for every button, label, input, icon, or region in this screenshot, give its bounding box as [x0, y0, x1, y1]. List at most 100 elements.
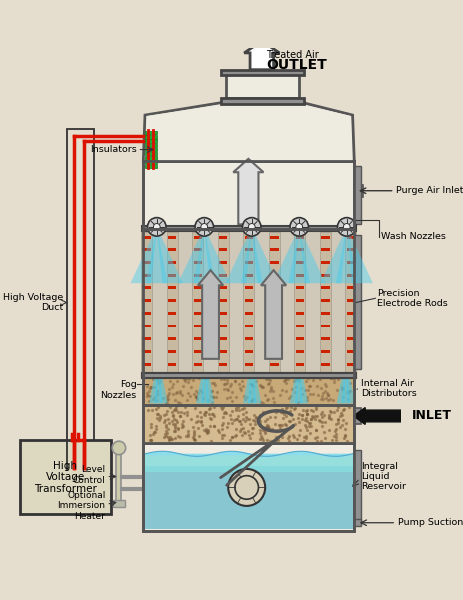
Point	[221, 379, 229, 388]
Polygon shape	[252, 376, 261, 403]
Bar	[270, 299, 279, 302]
Point	[326, 394, 334, 404]
Point	[276, 391, 284, 400]
Polygon shape	[196, 376, 205, 403]
Point	[319, 417, 326, 427]
Point	[184, 377, 192, 387]
Bar	[142, 373, 356, 378]
Point	[174, 431, 181, 441]
Point	[168, 407, 175, 417]
Point	[303, 392, 310, 401]
Point	[152, 404, 159, 414]
Point	[214, 425, 221, 435]
Polygon shape	[201, 376, 210, 403]
Point	[197, 412, 205, 422]
Point	[232, 405, 239, 415]
Point	[279, 385, 286, 394]
Bar	[219, 350, 227, 353]
Point	[239, 381, 246, 391]
Point	[160, 417, 167, 427]
Point	[189, 376, 197, 385]
Point	[147, 430, 154, 439]
Point	[311, 433, 319, 443]
Bar	[143, 350, 151, 353]
Point	[279, 404, 286, 414]
Point	[272, 432, 280, 442]
Point	[301, 385, 308, 394]
Text: INLET: INLET	[412, 409, 451, 422]
Point	[338, 410, 345, 419]
Point	[227, 379, 235, 389]
Point	[343, 436, 350, 446]
Point	[263, 414, 271, 424]
Point	[232, 431, 240, 440]
Polygon shape	[206, 376, 214, 403]
Point	[319, 391, 326, 401]
Point	[272, 412, 279, 422]
Point	[238, 404, 246, 414]
Point	[338, 408, 345, 418]
Point	[261, 426, 269, 436]
Bar	[244, 325, 253, 328]
Bar	[354, 449, 361, 524]
Point	[226, 410, 233, 419]
Point	[248, 379, 256, 389]
Point	[147, 382, 154, 392]
Point	[333, 405, 341, 415]
Point	[246, 419, 254, 429]
Point	[245, 430, 253, 440]
Point	[316, 416, 324, 425]
Point	[164, 415, 171, 424]
Point	[341, 430, 348, 440]
Bar	[347, 362, 355, 365]
Point	[317, 436, 325, 446]
Bar	[145, 148, 157, 151]
Point	[265, 422, 272, 432]
Circle shape	[338, 218, 356, 236]
Point	[289, 414, 296, 424]
Point	[332, 432, 340, 442]
Circle shape	[201, 224, 207, 230]
Point	[240, 409, 247, 419]
Bar	[244, 312, 253, 315]
Point	[187, 414, 194, 424]
Point	[294, 413, 301, 423]
Point	[259, 382, 267, 392]
Point	[313, 432, 320, 442]
Bar	[270, 337, 279, 340]
Point	[269, 386, 277, 396]
Point	[282, 379, 290, 388]
Point	[324, 390, 332, 400]
Polygon shape	[225, 229, 251, 283]
Point	[193, 392, 200, 402]
Point	[301, 415, 308, 425]
Point	[305, 386, 312, 395]
Point	[246, 433, 253, 443]
Point	[228, 432, 235, 442]
Point	[169, 382, 176, 392]
Point	[313, 436, 320, 446]
FancyArrow shape	[233, 159, 263, 224]
Point	[210, 402, 218, 412]
Point	[181, 403, 189, 412]
Point	[328, 373, 335, 383]
Point	[318, 407, 325, 416]
Point	[346, 386, 353, 396]
Point	[194, 424, 201, 433]
Bar	[168, 286, 176, 289]
Point	[197, 407, 204, 417]
Point	[232, 403, 239, 413]
Bar	[218, 232, 229, 372]
Point	[302, 413, 310, 422]
Point	[308, 411, 315, 421]
Text: Level
Control: Level Control	[73, 465, 106, 485]
Bar	[194, 261, 202, 264]
Point	[217, 403, 224, 412]
Circle shape	[290, 218, 308, 236]
Point	[205, 427, 212, 437]
Point	[307, 415, 315, 424]
Point	[280, 407, 287, 416]
Point	[162, 431, 169, 440]
Point	[288, 385, 296, 394]
Point	[151, 427, 159, 436]
